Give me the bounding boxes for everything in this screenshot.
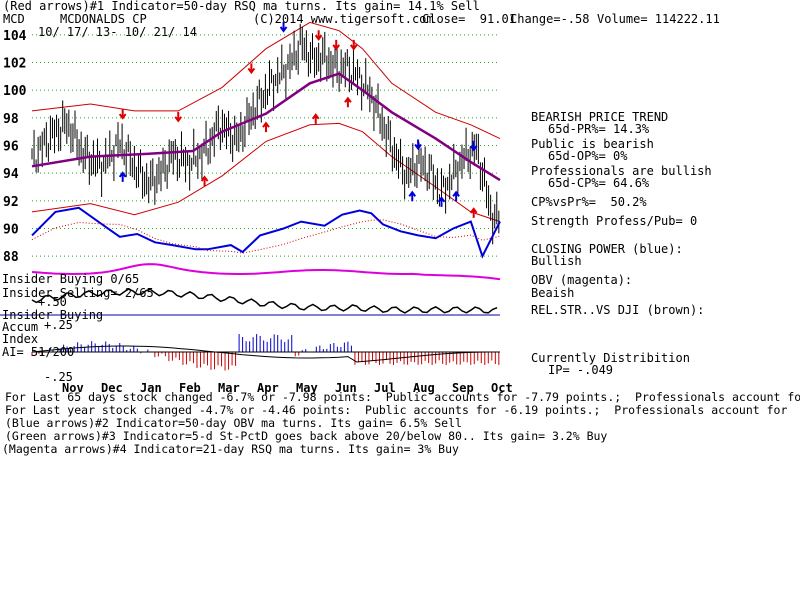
signal-arrow-icon	[118, 109, 127, 120]
index-label: Index	[2, 332, 39, 346]
minus25-label: -.25	[44, 370, 73, 384]
copyright: (C)2014 www.tigersoft.com	[253, 12, 434, 26]
signal-arrow-icon	[452, 190, 460, 202]
obv-value: Beaish	[531, 286, 575, 300]
price-tick-label: 90	[3, 223, 19, 238]
closing-power-line	[31, 206, 501, 259]
change-value: Change=-.58	[510, 12, 590, 26]
signal-arrow-icon	[279, 21, 288, 33]
x-tick-label: Jan	[140, 381, 162, 395]
signal-arrow-icon	[314, 30, 323, 41]
footer-line-3: (Blue arrows)#2 Indicator=50-day OBV ma …	[5, 416, 462, 430]
relstr-label: REL.STR..VS DJI (brown):	[531, 303, 705, 317]
cpvspr-label: CP%vsPr%= 50.2%	[531, 195, 647, 209]
signal-arrow-icon	[408, 190, 417, 202]
plus50-label: +.50	[38, 295, 67, 309]
insider-buying-label-2: Insider Buying	[2, 308, 104, 322]
x-axis: Nov Dec Jan Feb Mar Apr May Jun Jul Aug Sep Oct	[62, 381, 513, 395]
insider-buying-label: Insider Buying 0/65	[2, 272, 140, 286]
price-tick-label: 94	[3, 167, 19, 182]
signal-arrow-icon	[200, 175, 209, 187]
signal-arrow-icon	[344, 96, 352, 108]
x-tick-label: Sep	[452, 381, 474, 395]
x-tick-label: Jun	[335, 381, 357, 395]
signal-arrow-icon	[469, 207, 478, 218]
signal-arrow-icon	[437, 196, 446, 207]
closing-power-label: CLOSING POWER (blue):	[531, 242, 683, 256]
pros-label: Professionals are bullish	[531, 164, 712, 178]
obv-line	[31, 263, 501, 281]
signal-arrow-icon	[247, 63, 256, 75]
x-tick-label: Mar	[218, 381, 240, 395]
ip-value: IP= -.049	[548, 363, 614, 377]
footer-line-1: For Last 65 days stock changed -6.7% or …	[5, 390, 800, 404]
x-tick-label: Nov	[62, 381, 84, 395]
price-tick-label: 92	[3, 195, 19, 210]
moving-average-line	[31, 72, 501, 182]
price-panel: 88 90 92 94 96 98 100 102 104	[3, 21, 501, 265]
relative-strength-line	[31, 288, 498, 314]
x-tick-label: Oct	[491, 381, 513, 395]
ticker: MCD	[3, 12, 25, 26]
indicator-1-line: (Red arrows)#1 Indicator=50-day RSQ ma t…	[3, 0, 480, 13]
price-tick-label: 98	[3, 112, 19, 127]
signal-arrow-icon	[332, 39, 340, 51]
volume-value: Volume= 114222.11	[597, 12, 720, 26]
signal-arrow-icon	[414, 139, 422, 151]
signal-arrow-icon	[118, 171, 127, 182]
lower-band-line	[31, 122, 501, 223]
trend-label: BEARISH PRICE TREND	[531, 110, 669, 124]
signal-arrow-icon	[174, 111, 183, 123]
price-tick-label: 104	[3, 29, 27, 44]
x-tick-label: Aug	[413, 381, 435, 395]
company-name: MCDONALDS CP	[60, 12, 147, 26]
obv-label: OBV (magenta):	[531, 273, 633, 287]
strength-label: Strength Profess/Pub= 0	[531, 214, 698, 228]
x-tick-label: Apr	[257, 381, 279, 395]
close-value: Close= 91.01	[422, 12, 516, 26]
signal-arrow-icon	[469, 140, 478, 152]
footer-line-4: (Green arrows)#3 Indicator=5-d St-PctD g…	[5, 429, 608, 443]
price-tick-label: 100	[3, 84, 27, 99]
pr-label: 65d-PR%= 14.3%	[548, 122, 650, 136]
ai-label: AI= 51/200	[2, 345, 75, 359]
x-tick-label: May	[296, 381, 318, 395]
closing-power-value: Bullish	[531, 254, 582, 268]
signal-arrow-icon	[349, 39, 358, 51]
x-tick-label: Jul	[374, 381, 396, 395]
cp-label: 65d-CP%= 64.6%	[548, 176, 650, 190]
plus25-label: +.25	[44, 318, 73, 332]
accum-ma-line	[31, 345, 498, 363]
footer-line-2: For Last year stock changed -4.7% or -4.…	[5, 403, 800, 417]
x-tick-label: Feb	[179, 381, 201, 395]
indicator-panel	[0, 263, 501, 371]
public-label: Public is bearish	[531, 137, 654, 151]
price-tick-label: 102	[3, 57, 26, 72]
insider-selling-label: Insider Selling= 2/65	[2, 286, 154, 300]
accum-label: Accum	[2, 320, 39, 334]
price-tick-label: 96	[3, 140, 19, 155]
footer-line-5: (Magenta arrows)#4 Indicator=21-day RSQ …	[2, 442, 459, 456]
signal-arrow-icon	[262, 121, 270, 133]
upper-band-line	[31, 21, 501, 140]
signal-arrow-icon	[311, 113, 320, 124]
date-range: 10/ 17/ 13- 10/ 21/ 14	[38, 25, 197, 39]
distribution-label: Currently Distribition	[531, 351, 690, 365]
op-label: 65d-OP%= 0%	[548, 149, 628, 163]
price-tick-label: 88	[3, 250, 19, 265]
x-tick-label: Dec	[101, 381, 123, 395]
